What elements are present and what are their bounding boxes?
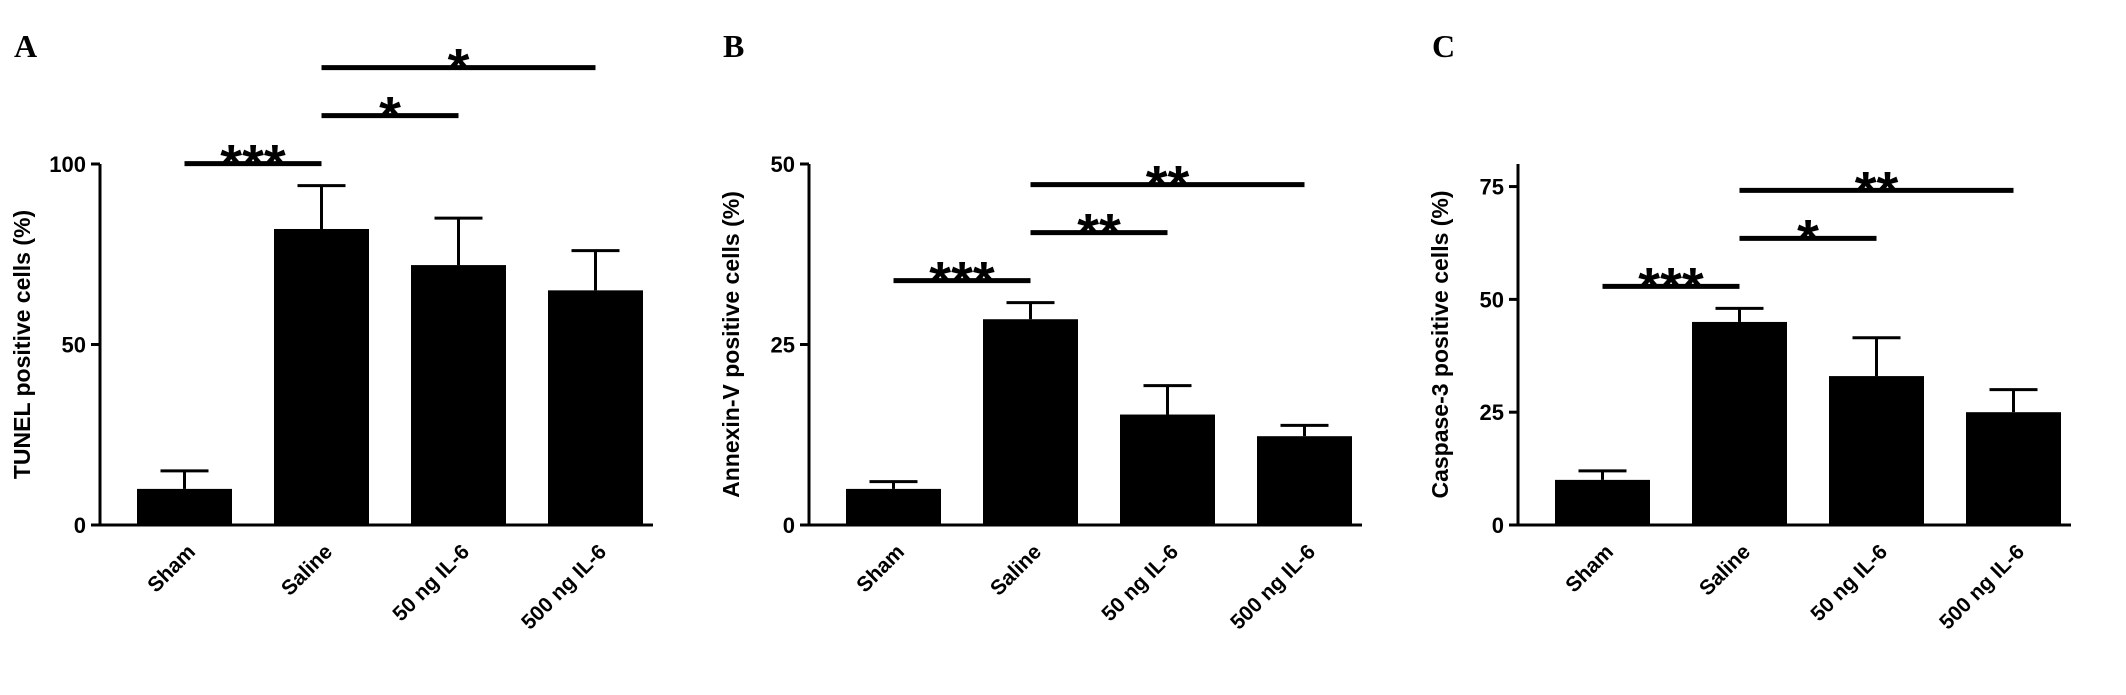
y-tick-label: 50 — [1480, 287, 1504, 312]
x-tick-label: Sham — [1561, 540, 1618, 597]
y-axis-label: Caspase-3 positive cells (%) — [1427, 190, 1453, 498]
bar — [1829, 376, 1924, 525]
y-tick-label: 25 — [1480, 400, 1504, 425]
x-tick-label: Saline — [277, 540, 337, 600]
significance-label: ** — [1077, 202, 1121, 265]
y-tick-label: 50 — [62, 333, 86, 358]
y-tick-label: 0 — [1492, 513, 1504, 538]
x-tick-label: Sham — [143, 540, 200, 597]
bar — [1257, 436, 1352, 525]
bar — [1692, 321, 1787, 525]
bar — [548, 290, 643, 525]
y-tick-label: 75 — [1480, 175, 1504, 200]
bar — [1555, 479, 1650, 525]
bar — [274, 228, 369, 526]
panel-label: A — [14, 28, 37, 64]
x-tick-label: Saline — [986, 540, 1046, 600]
bar — [1966, 412, 2061, 525]
x-tick-label: Sham — [852, 540, 909, 597]
x-tick-label: 500 ng IL-6 — [1226, 540, 1320, 634]
significance-label: *** — [220, 133, 286, 196]
panel-label: C — [1432, 28, 1455, 64]
y-tick-label: 0 — [783, 513, 795, 538]
y-tick-label: 50 — [771, 152, 795, 177]
x-tick-label: Saline — [1695, 540, 1755, 600]
significance-label: ** — [1855, 159, 1899, 222]
x-tick-label: 50 ng IL-6 — [1806, 540, 1892, 626]
panel-label: B — [723, 28, 744, 64]
x-tick-label: 50 ng IL-6 — [388, 540, 474, 626]
bar — [137, 488, 232, 525]
significance-label: *** — [929, 250, 995, 313]
significance-label: ** — [1146, 154, 1190, 217]
significance-label: * — [448, 37, 470, 100]
bar — [983, 319, 1078, 525]
y-tick-label: 0 — [74, 513, 86, 538]
bar — [411, 265, 506, 525]
y-axis-label: TUNEL positive cells (%) — [9, 210, 35, 479]
significance-label: *** — [1638, 255, 1704, 318]
y-axis-label: Annexin-V positive cells (%) — [718, 191, 744, 498]
significance-label: * — [379, 85, 401, 148]
x-tick-label: 50 ng IL-6 — [1097, 540, 1183, 626]
x-tick-label: 500 ng IL-6 — [1935, 540, 2029, 634]
y-tick-label: 25 — [771, 333, 795, 358]
bar — [846, 488, 941, 525]
x-tick-label: 500 ng IL-6 — [517, 540, 611, 634]
y-tick-label: 100 — [49, 152, 86, 177]
significance-label: * — [1797, 207, 1819, 270]
bar — [1120, 414, 1215, 525]
